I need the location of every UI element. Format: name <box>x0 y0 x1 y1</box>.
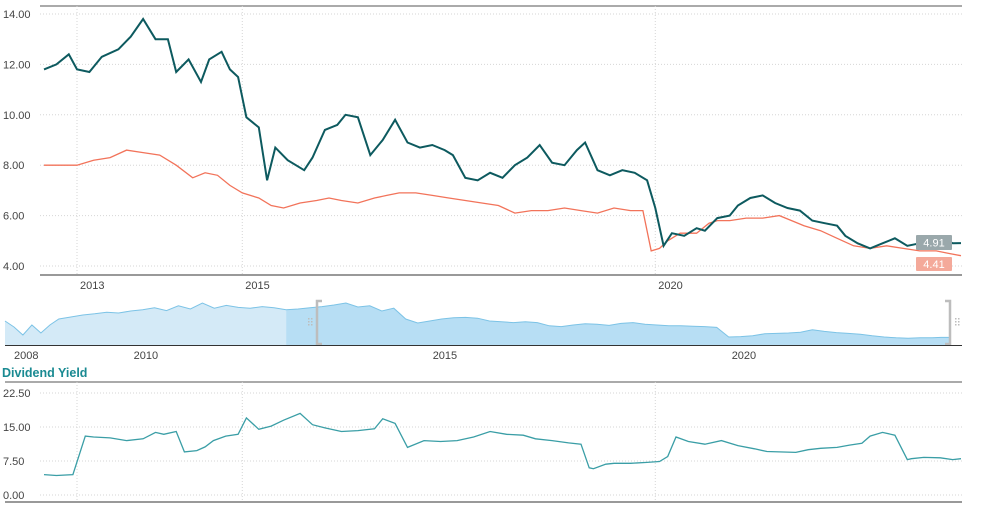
yield-y-tick-label: 0.00 <box>3 490 24 502</box>
price-y-axis: 14.00 12.00 10.00 8.00 6.00 4.00 <box>3 9 31 273</box>
right-bracket-icon <box>945 299 952 346</box>
yield-y-axis: 22.50 15.00 7.50 0.00 <box>3 388 31 502</box>
navigator-x-tick-label: 2020 <box>732 350 756 362</box>
yield-y-tick-label: 15.00 <box>3 422 31 434</box>
last-fair-value-label: 4.41 <box>923 259 944 271</box>
dividend-yield-panel: Dividend Yield 22.50 15.00 7.50 0.00 <box>2 366 962 503</box>
dividend-yield-series-line <box>43 412 962 477</box>
navigator-x-tick-label: 2010 <box>134 350 158 362</box>
range-navigator[interactable]: 2008 2010 2015 2020 <box>4 299 962 362</box>
yield-y-tick-label: 22.50 <box>3 388 31 400</box>
last-fair-value-badge: 4.41 <box>916 257 952 271</box>
navigator-x-tick-label: 2015 <box>433 350 457 362</box>
price-series-line <box>43 17 962 250</box>
last-price-badge: 4.91 <box>916 235 952 250</box>
price-y-tick-label: 4.00 <box>3 261 24 273</box>
grip-icon <box>955 318 960 326</box>
navigator-x-axis: 2008 2010 2015 2020 <box>14 350 756 362</box>
price-y-tick-label: 14.00 <box>3 9 31 21</box>
dividend-yield-title: Dividend Yield <box>2 366 87 380</box>
navigator-right-handle[interactable] <box>945 299 960 346</box>
left-bracket-icon <box>315 299 322 346</box>
navigator-x-tick-label: 2008 <box>14 350 38 362</box>
price-y-tick-label: 10.00 <box>3 110 31 122</box>
navigator-left-handle[interactable] <box>308 299 322 346</box>
yield-y-tick-label: 7.50 <box>3 456 24 468</box>
price-panel: 14.00 12.00 10.00 8.00 6.00 4.00 2013 2015 2020… <box>3 5 962 292</box>
price-x-tick-label: 2020 <box>658 280 682 292</box>
price-gridlines <box>40 5 962 275</box>
price-y-tick-label: 12.00 <box>3 59 31 71</box>
price-y-tick-label: 6.00 <box>3 211 24 223</box>
yield-gridlines <box>5 381 962 502</box>
fair-value-series-line <box>44 149 962 257</box>
price-y-tick-label: 8.00 <box>3 160 24 172</box>
price-x-axis: 2013 2015 2020 <box>80 280 683 292</box>
price-x-tick-label: 2015 <box>245 280 269 292</box>
price-x-tick-label: 2013 <box>80 280 104 292</box>
navigator-series-line <box>4 302 950 339</box>
grip-icon <box>308 318 313 326</box>
last-price-label: 4.91 <box>923 238 944 250</box>
navigator-full-range-area <box>5 303 287 345</box>
